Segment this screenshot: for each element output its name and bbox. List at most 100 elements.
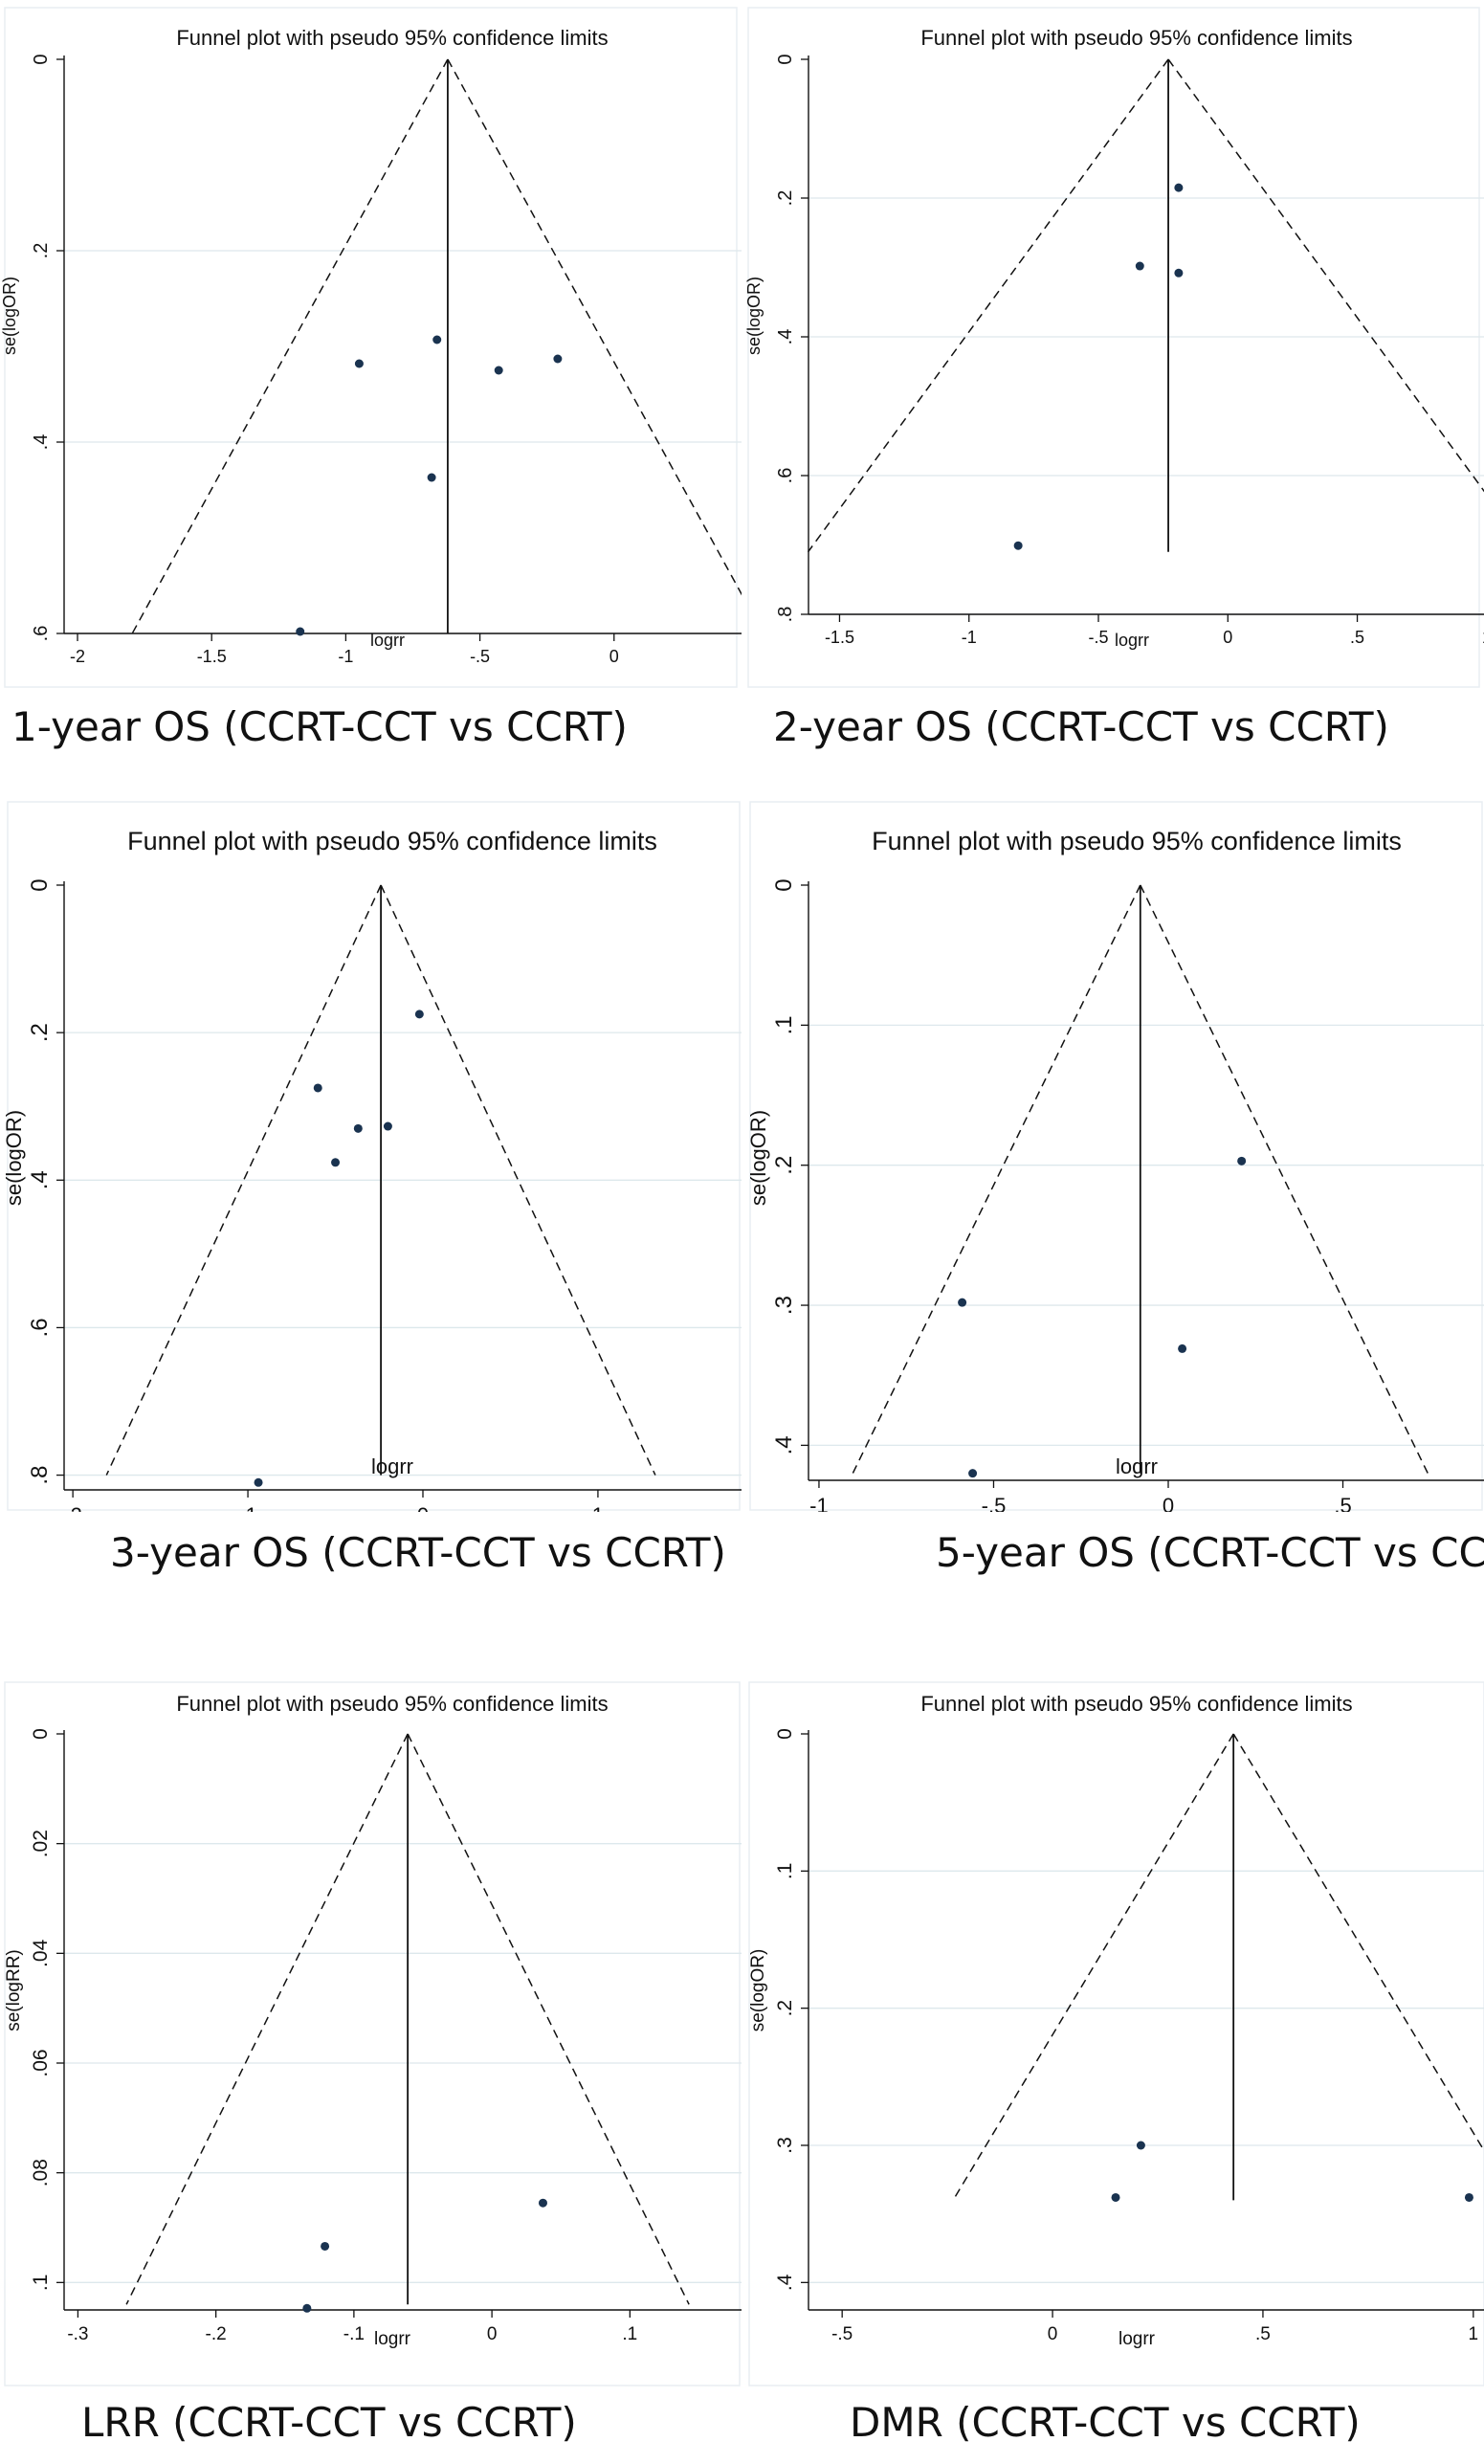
x-tick-label-2-year-os-3: 0 xyxy=(1223,628,1232,647)
study-point-lrr-2 xyxy=(302,2303,312,2313)
x-tick-label-1-year-os-0: -2 xyxy=(70,647,85,666)
y-tick-label-2-year-os-2: .4 xyxy=(775,329,796,345)
x-tick-label-5-year-os-2: 0 xyxy=(1163,1494,1174,1512)
y-tick-label-lrr-4: .08 xyxy=(30,2159,52,2187)
x-tick-label-2-year-os-4: .5 xyxy=(1350,628,1364,647)
x-tick-label-dmr-2: .5 xyxy=(1255,2324,1271,2344)
study-point-3-year-os-5 xyxy=(254,1477,263,1487)
x-axis-label-1-year-os: logrr xyxy=(370,631,405,650)
study-point-1-year-os-5 xyxy=(553,354,563,364)
caption-2-year-os: 2-year OS (CCRT-CCT vs CCRT) xyxy=(773,703,1389,750)
y-tick-label-3-year-os-0: 0 xyxy=(27,878,53,891)
x-tick-label-5-year-os-0: -1 xyxy=(809,1494,829,1512)
y-tick-label-dmr-1: .1 xyxy=(774,1863,796,1880)
caption-5-year-os: 5-year OS (CCRT-CCT vs CCRT) xyxy=(936,1529,1484,1576)
y-tick-label-3-year-os-2: .4 xyxy=(27,1170,53,1189)
study-point-5-year-os-1 xyxy=(958,1298,967,1307)
y-tick-label-2-year-os-1: .2 xyxy=(775,190,796,207)
x-tick-label-1-year-os-1: -1.5 xyxy=(197,647,227,666)
x-axis-label-2-year-os: logrr xyxy=(1115,631,1149,650)
x-tick-label-3-year-os-3: 1 xyxy=(592,1503,604,1512)
study-point-3-year-os-0 xyxy=(414,1010,424,1019)
caption-lrr: LRR (CCRT-CCT vs CCRT) xyxy=(81,2399,577,2446)
y-tick-label-dmr-2: .2 xyxy=(774,2000,796,2017)
y-tick-label-lrr-3: .06 xyxy=(30,2049,52,2076)
chart-title-1-year-os: Funnel plot with pseudo 95% confidence l… xyxy=(176,26,608,50)
y-tick-label-5-year-os-0: 0 xyxy=(771,878,797,891)
y-tick-label-5-year-os-3: .3 xyxy=(771,1296,797,1315)
study-point-1-year-os-0 xyxy=(296,627,305,636)
x-tick-label-2-year-os-2: -.5 xyxy=(1089,628,1109,647)
funnel-right-limit-3-year-os xyxy=(380,884,656,1476)
funnel-left-limit-dmr xyxy=(952,1733,1234,2201)
y-tick-label-3-year-os-3: .6 xyxy=(27,1318,53,1337)
y-axis-label-3-year-os: se(logOR) xyxy=(2,1110,26,1206)
funnel-panel-2-year-os: -1.5 -1 -.5 0 .5 1 0 .2 .4 .6 .8 Funnel plot with p… xyxy=(744,0,1484,689)
study-point-3-year-os-1 xyxy=(313,1083,322,1093)
y-tick-label-dmr-3: .3 xyxy=(774,2137,796,2154)
funnel-panel-dmr: -.5 0 .5 1 0 .1 .2 .3 .4 Funnel plot with pseudo … xyxy=(744,1675,1484,2387)
x-axis-label-3-year-os: logrr xyxy=(371,1454,413,1478)
panel-frame-5-year-os xyxy=(749,801,1483,1511)
panel-frame-1-year-os xyxy=(4,7,738,688)
y-tick-label-lrr-5: .1 xyxy=(30,2275,52,2292)
chart-title-3-year-os: Funnel plot with pseudo 95% confidence l… xyxy=(127,827,657,855)
x-axis-label-dmr: logrr xyxy=(1119,2329,1156,2349)
funnel-chart-2-year-os: -1.5 -1 -.5 0 .5 1 0 .2 .4 .6 .8 Funnel plot with p… xyxy=(744,7,1484,688)
panel-frame-dmr xyxy=(748,1681,1484,2386)
x-tick-label-3-year-os-1: -1 xyxy=(238,1503,257,1512)
x-tick-label-dmr-0: -.5 xyxy=(831,2324,853,2344)
y-tick-label-1-year-os-2: .4 xyxy=(31,434,52,451)
y-axis-label-2-year-os: se(logOR) xyxy=(744,277,764,355)
funnel-right-limit-1-year-os xyxy=(447,58,742,596)
x-tick-label-lrr-2: -.1 xyxy=(343,2324,365,2344)
x-tick-label-3-year-os-0: -2 xyxy=(63,1503,82,1512)
x-tick-label-lrr-1: -.2 xyxy=(206,2324,227,2344)
funnel-right-limit-2-year-os xyxy=(1167,58,1484,493)
study-point-3-year-os-3 xyxy=(383,1121,392,1131)
y-tick-label-1-year-os-0: 0 xyxy=(31,54,52,64)
x-tick-label-1-year-os-3: -.5 xyxy=(470,647,490,666)
funnel-left-limit-lrr xyxy=(125,1733,409,2305)
panel-frame-3-year-os xyxy=(7,801,741,1511)
y-tick-label-1-year-os-3: .6 xyxy=(31,626,52,642)
funnel-chart-dmr: -.5 0 .5 1 0 .1 .2 .3 .4 Funnel plot with pseudo … xyxy=(748,1681,1484,2386)
y-tick-label-3-year-os-4: .8 xyxy=(27,1466,53,1485)
caption-1-year-os: 1-year OS (CCRT-CCT vs CCRT) xyxy=(11,703,628,750)
funnel-panel-1-year-os: -2 -1.5 -1 -.5 0 .5 0 .2 .4 .6 Funnel plot with ps… xyxy=(0,0,742,689)
funnel-right-limit-lrr xyxy=(407,1733,690,2305)
x-axis-label-5-year-os: logrr xyxy=(1116,1454,1158,1478)
x-tick-label-dmr-1: 0 xyxy=(1048,2324,1058,2344)
x-tick-label-3-year-os-2: 0 xyxy=(417,1503,429,1512)
study-point-lrr-1 xyxy=(321,2241,330,2251)
y-tick-label-5-year-os-4: .4 xyxy=(771,1435,797,1454)
funnel-right-limit-5-year-os xyxy=(1140,884,1429,1475)
panel-frame-2-year-os xyxy=(747,7,1480,688)
x-tick-label-1-year-os-2: -1 xyxy=(338,647,353,666)
x-tick-label-2-year-os-0: -1.5 xyxy=(825,628,854,647)
funnel-left-limit-5-year-os xyxy=(852,884,1141,1475)
chart-title-2-year-os: Funnel plot with pseudo 95% confidence l… xyxy=(920,26,1352,50)
y-tick-label-lrr-2: .04 xyxy=(30,1939,52,1967)
caption-3-year-os: 3-year OS (CCRT-CCT vs CCRT) xyxy=(110,1529,726,1576)
x-tick-label-dmr-3: 1 xyxy=(1469,2324,1479,2344)
study-point-2-year-os-2 xyxy=(1174,268,1184,277)
funnel-right-limit-dmr xyxy=(1232,1733,1484,2152)
y-tick-label-lrr-1: .02 xyxy=(30,1830,52,1857)
x-tick-label-lrr-0: -.3 xyxy=(67,2324,88,2344)
study-point-2-year-os-1 xyxy=(1135,261,1144,271)
y-tick-label-2-year-os-3: .6 xyxy=(775,468,796,484)
x-tick-label-2-year-os-1: -1 xyxy=(962,628,977,647)
study-point-5-year-os-3 xyxy=(968,1469,978,1478)
x-tick-label-5-year-os-3: .5 xyxy=(1334,1494,1351,1512)
x-axis-label-lrr: logrr xyxy=(374,2329,411,2349)
x-tick-label-lrr-4: .1 xyxy=(622,2324,637,2344)
study-point-dmr-2 xyxy=(1464,2192,1473,2202)
y-tick-label-lrr-0: 0 xyxy=(30,1728,52,1740)
y-tick-label-dmr-0: 0 xyxy=(774,1728,796,1740)
y-tick-label-2-year-os-0: 0 xyxy=(775,54,796,64)
